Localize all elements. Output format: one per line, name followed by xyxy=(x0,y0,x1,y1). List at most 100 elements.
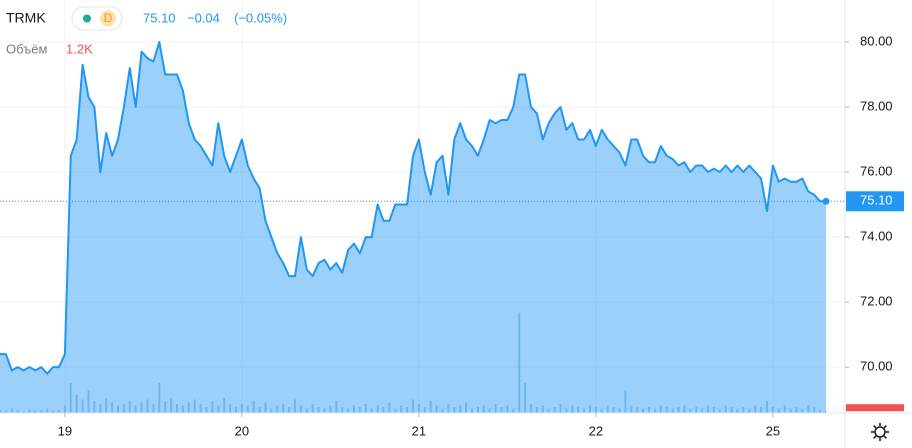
volume-bar xyxy=(518,312,521,413)
volume-bar xyxy=(825,411,827,413)
volume-bar xyxy=(370,408,373,413)
volume-bar xyxy=(417,404,420,413)
volume-bar xyxy=(813,407,816,413)
volume-bar xyxy=(382,407,385,413)
price-pane xyxy=(0,41,845,413)
symbol: TRMK xyxy=(6,10,46,26)
settings-button[interactable] xyxy=(871,423,889,441)
volume-bar xyxy=(819,410,822,413)
volume-bar xyxy=(724,405,727,413)
volume-bar xyxy=(506,405,509,413)
volume-bar xyxy=(606,405,609,413)
volume-bar xyxy=(447,404,450,413)
volume-bar xyxy=(335,401,338,413)
y-tick-label: 72.00 xyxy=(860,294,893,309)
volume-bar xyxy=(589,405,591,413)
volume-bar xyxy=(441,408,444,413)
volume-bar xyxy=(170,398,173,413)
volume-bar xyxy=(99,404,102,413)
x-tick-label: 19 xyxy=(58,423,72,438)
volume-bar xyxy=(58,410,60,413)
volume-bar xyxy=(600,408,603,413)
x-tick-label: 21 xyxy=(412,423,426,438)
volume-bar xyxy=(193,399,196,413)
volume-bar xyxy=(258,407,261,413)
volume-bar xyxy=(134,405,137,413)
volume-bar xyxy=(69,383,72,413)
volume-bar xyxy=(16,410,19,413)
volume-bar xyxy=(305,408,308,413)
volume-bar xyxy=(34,410,37,413)
volume-bar xyxy=(500,407,503,413)
volume-bar xyxy=(783,405,786,413)
y-tick-label: 74.00 xyxy=(860,229,893,244)
volume-bar xyxy=(736,408,739,413)
volume-bar xyxy=(712,407,715,413)
volume-bar xyxy=(754,405,757,413)
volume-bar xyxy=(718,408,721,413)
x-tick-label: 25 xyxy=(766,423,780,438)
volume-bar xyxy=(471,408,473,413)
last-price-tag-label: 75.10 xyxy=(860,193,893,208)
interval: D xyxy=(104,11,113,25)
volume-bar xyxy=(547,408,550,413)
volume-bar xyxy=(311,404,314,413)
volume-bar xyxy=(695,407,698,413)
volume-bar xyxy=(323,408,326,413)
volume-bar xyxy=(181,405,184,413)
y-tick-label: 76.00 xyxy=(860,163,893,178)
volume-bar xyxy=(565,408,568,413)
volume-bar xyxy=(807,405,810,413)
volume-bar xyxy=(211,401,214,413)
volume-bar xyxy=(494,404,497,413)
volume-pane xyxy=(0,312,827,413)
volume-bar xyxy=(240,404,243,413)
volume-bar xyxy=(453,407,456,413)
volume-bar xyxy=(205,407,208,413)
volume-bar xyxy=(252,401,255,413)
volume-bar xyxy=(677,407,680,413)
volume-bar xyxy=(730,407,733,413)
volume-bar xyxy=(81,399,84,413)
volume-bar xyxy=(559,404,562,413)
volume-bar xyxy=(512,408,515,413)
volume-bar xyxy=(618,408,621,413)
grid xyxy=(0,0,845,413)
volume-bar xyxy=(683,405,686,413)
volume-bar xyxy=(771,407,774,413)
volume-bar xyxy=(223,398,226,413)
volume-bar xyxy=(406,407,409,413)
volume-bar xyxy=(777,408,780,413)
volume-bar xyxy=(394,408,397,413)
volume-bar xyxy=(176,404,178,413)
x-tick-label: 22 xyxy=(589,423,603,438)
volume-bar xyxy=(636,407,639,413)
volume-bar xyxy=(117,405,119,413)
volume-bar xyxy=(659,405,662,413)
volume-bar xyxy=(105,398,108,413)
volume-bar xyxy=(28,409,31,413)
volume-bar xyxy=(530,404,532,413)
volume-bar xyxy=(146,399,149,413)
volume-title: Объём xyxy=(6,41,47,56)
price-area xyxy=(0,42,826,413)
volume-bar xyxy=(364,404,367,413)
volume-bar xyxy=(229,404,232,413)
volume-bar xyxy=(358,407,361,413)
gear-icon xyxy=(874,426,886,438)
volume-bar xyxy=(577,407,580,413)
delay-icon xyxy=(100,10,116,27)
volume-bar xyxy=(612,407,615,413)
volume-bar xyxy=(423,407,426,413)
axes: 70.00 72.00 74.00 76.00 78.00 80.00 19 20 21 22 25… xyxy=(58,33,904,438)
last-price: 75.10 xyxy=(143,10,176,25)
volume-tag xyxy=(846,404,904,412)
volume-bar xyxy=(75,395,78,413)
volume-bar xyxy=(4,410,7,413)
volume-bar xyxy=(52,410,55,413)
volume-bar xyxy=(329,405,332,413)
volume-bar xyxy=(671,408,674,413)
volume-bar xyxy=(187,402,190,413)
volume-bar xyxy=(276,405,279,413)
volume-bar xyxy=(22,411,25,413)
